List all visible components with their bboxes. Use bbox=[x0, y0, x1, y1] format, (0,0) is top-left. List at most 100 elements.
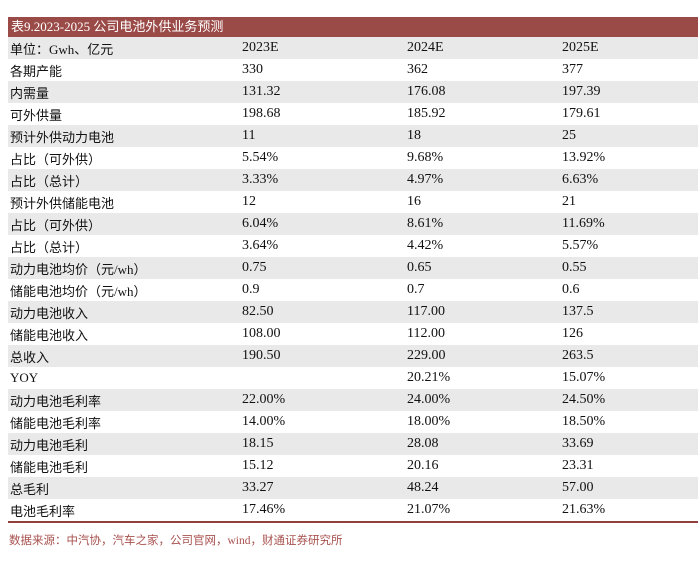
cell-value: 25 bbox=[562, 128, 576, 143]
cell-value: 48.24 bbox=[407, 480, 439, 495]
data-source-note: 数据来源：中汽协，汽车之家，公司官网，wind，财通证券研究所 bbox=[9, 535, 343, 547]
cell-value: 4.97% bbox=[407, 172, 444, 187]
cell-value: 28.08 bbox=[407, 436, 439, 451]
header-2025e-cell: 2025E bbox=[562, 40, 599, 55]
cell-value: 6.63% bbox=[562, 172, 599, 187]
cell-value: 11.69% bbox=[562, 216, 605, 231]
table-row: 占比（可外供） 6.04% 8.61% 11.69% bbox=[8, 213, 698, 235]
row-label: 预计外供动力电池 bbox=[10, 129, 115, 145]
cell-value: 330 bbox=[242, 62, 263, 77]
table-row: 内需量 131.32 176.08 197.39 bbox=[8, 81, 698, 103]
table-row: 储能电池均价（元/wh） 0.9 0.7 0.6 bbox=[8, 279, 698, 301]
row-label: 占比（可外供） bbox=[10, 217, 102, 233]
table-row: 动力电池毛利率 22.00% 24.00% 24.50% bbox=[8, 389, 698, 411]
cell-value: 0.9 bbox=[242, 282, 260, 297]
cell-value: 190.50 bbox=[242, 348, 281, 363]
cell-value: 18.00% bbox=[407, 414, 451, 429]
row-label: 占比（可外供） bbox=[10, 151, 102, 167]
cell-value: 229.00 bbox=[407, 348, 446, 363]
cell-value: 21.07% bbox=[407, 502, 451, 517]
cell-value: 14.00% bbox=[242, 414, 286, 429]
cell-value: 0.6 bbox=[562, 282, 580, 297]
cell-value: 137.5 bbox=[562, 304, 594, 319]
cell-value: 11 bbox=[242, 128, 256, 143]
cell-value: 22.00% bbox=[242, 392, 286, 407]
table-header-row: 单位：Gwh、亿元 2023E 2024E 2025E bbox=[8, 37, 698, 59]
report-table-page: 表9.2023-2025 公司电池外供业务预测 单位：Gwh、亿元 2023E … bbox=[8, 17, 698, 547]
row-label: 动力电池毛利 bbox=[10, 437, 89, 453]
cell-value: 24.50% bbox=[562, 392, 606, 407]
cell-value: 117.00 bbox=[407, 304, 445, 319]
cell-value: 82.50 bbox=[242, 304, 274, 319]
table-row: YOY 20.21% 15.07% bbox=[8, 367, 698, 389]
table-row: 动力电池均价（元/wh） 0.75 0.65 0.55 bbox=[8, 257, 698, 279]
cell-value: 20.16 bbox=[407, 458, 439, 473]
table-row: 预计外供储能电池 12 16 21 bbox=[8, 191, 698, 213]
cell-value: 0.55 bbox=[562, 260, 587, 275]
table-row: 占比（可外供） 5.54% 9.68% 13.92% bbox=[8, 147, 698, 169]
row-label: 动力电池均价（元/wh） bbox=[10, 261, 147, 277]
cell-value bbox=[242, 367, 407, 389]
cell-value: 198.68 bbox=[242, 106, 281, 121]
row-label: 总毛利 bbox=[10, 481, 50, 497]
cell-value: 15.12 bbox=[242, 458, 274, 473]
cell-value: 33.69 bbox=[562, 436, 594, 451]
row-label: 储能电池收入 bbox=[10, 327, 89, 343]
table-row: 储能电池毛利 15.12 20.16 23.31 bbox=[8, 455, 698, 477]
cell-value: 18.50% bbox=[562, 414, 606, 429]
cell-value: 33.27 bbox=[242, 480, 274, 495]
cell-value: 18.15 bbox=[242, 436, 274, 451]
row-label: 储能电池均价（元/wh） bbox=[10, 283, 147, 299]
row-label: 内需量 bbox=[10, 85, 50, 101]
table-row: 可外供量 198.68 185.92 179.61 bbox=[8, 103, 698, 125]
cell-value: 20.21% bbox=[407, 370, 451, 385]
table-row: 电池毛利率 17.46% 21.07% 21.63% bbox=[8, 499, 698, 521]
header-unit-cell: 单位：Gwh、亿元 bbox=[10, 41, 114, 57]
table-body: 各期产能 330 362 377 内需量 131.32 176.08 197.39 可外供量 19… bbox=[8, 59, 698, 521]
cell-value: 131.32 bbox=[242, 84, 281, 99]
cell-value: 12 bbox=[242, 194, 256, 209]
cell-value: 8.61% bbox=[407, 216, 444, 231]
cell-value: 0.65 bbox=[407, 260, 432, 275]
cell-value: 197.39 bbox=[562, 84, 601, 99]
cell-value: 3.64% bbox=[242, 238, 279, 253]
table-row: 总毛利 33.27 48.24 57.00 bbox=[8, 477, 698, 499]
table-row: 储能电池毛利率 14.00% 18.00% 18.50% bbox=[8, 411, 698, 433]
cell-value: 5.57% bbox=[562, 238, 599, 253]
row-label: 动力电池收入 bbox=[10, 305, 89, 321]
table-row: 储能电池收入 108.00 112.00 126 bbox=[8, 323, 698, 345]
row-label: YOY bbox=[10, 370, 39, 385]
table-row: 占比（总计） 3.64% 4.42% 5.57% bbox=[8, 235, 698, 257]
row-label: 储能电池毛利 bbox=[10, 459, 89, 475]
cell-value: 23.31 bbox=[562, 458, 594, 473]
cell-value: 57.00 bbox=[562, 480, 594, 495]
cell-value: 5.54% bbox=[242, 150, 279, 165]
cell-value: 112.00 bbox=[407, 326, 445, 341]
row-label: 储能电池毛利率 bbox=[10, 415, 102, 431]
row-label: 电池毛利率 bbox=[10, 503, 76, 519]
row-label: 动力电池毛利率 bbox=[10, 393, 102, 409]
cell-value: 377 bbox=[562, 62, 583, 77]
row-label: 总收入 bbox=[10, 349, 50, 365]
row-label: 各期产能 bbox=[10, 63, 63, 79]
cell-value: 24.00% bbox=[407, 392, 451, 407]
row-label: 占比（总计） bbox=[10, 173, 89, 189]
cell-value: 362 bbox=[407, 62, 428, 77]
table-row: 动力电池收入 82.50 117.00 137.5 bbox=[8, 301, 698, 323]
table-title: 表9.2023-2025 公司电池外供业务预测 bbox=[11, 19, 224, 34]
cell-value: 185.92 bbox=[407, 106, 446, 121]
cell-value: 15.07% bbox=[562, 370, 606, 385]
table-title-bar: 表9.2023-2025 公司电池外供业务预测 bbox=[8, 17, 698, 37]
cell-value: 176.08 bbox=[407, 84, 446, 99]
cell-value: 21.63% bbox=[562, 502, 606, 517]
cell-value: 18 bbox=[407, 128, 421, 143]
cell-value: 263.5 bbox=[562, 348, 594, 363]
row-label: 占比（总计） bbox=[10, 239, 89, 255]
cell-value: 4.42% bbox=[407, 238, 444, 253]
cell-value: 16 bbox=[407, 194, 421, 209]
cell-value: 0.75 bbox=[242, 260, 267, 275]
table-row: 总收入 190.50 229.00 263.5 bbox=[8, 345, 698, 367]
cell-value: 6.04% bbox=[242, 216, 279, 231]
cell-value: 3.33% bbox=[242, 172, 279, 187]
cell-value: 108.00 bbox=[242, 326, 281, 341]
